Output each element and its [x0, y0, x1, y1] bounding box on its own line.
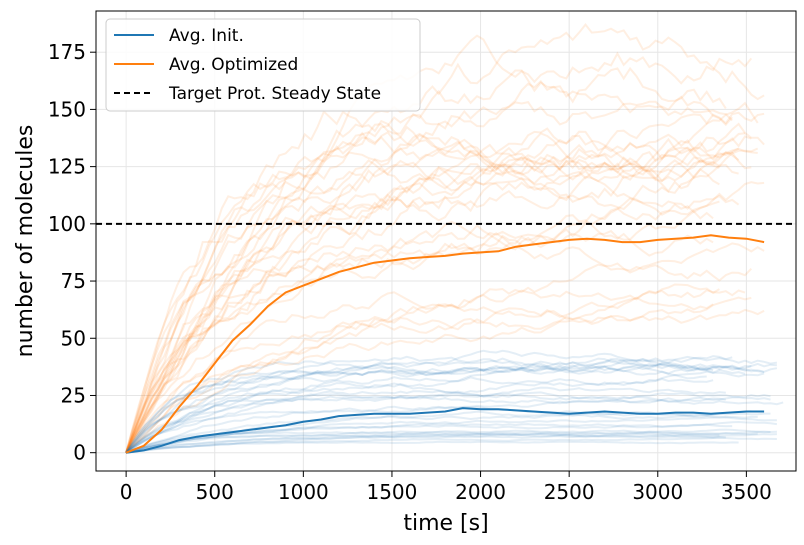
optimized-run-6 — [125, 101, 759, 454]
init-run-21 — [125, 396, 771, 454]
x-tick-label: 3000 — [632, 480, 683, 504]
y-tick-label: 0 — [73, 441, 86, 465]
y-tick-label: 150 — [48, 97, 86, 121]
init-run-6 — [125, 395, 726, 454]
legend-box — [105, 18, 421, 112]
optimized-run-29 — [125, 130, 740, 454]
init-run-20 — [125, 358, 765, 454]
optimized-run-25 — [125, 143, 720, 454]
y-ticks: 0 25 50 75 100 125 150 175 — [48, 40, 96, 465]
x-tick-label: 500 — [196, 480, 234, 504]
y-tick-label: 125 — [48, 155, 86, 179]
optimized-run-10 — [125, 163, 739, 454]
optimized-run-24 — [125, 169, 765, 454]
optimized-run-13 — [125, 242, 765, 454]
x-tick-label: 1500 — [366, 480, 417, 504]
optimized-run-14 — [125, 34, 753, 454]
init-run-8 — [125, 428, 771, 454]
init-run-7 — [125, 393, 784, 454]
y-tick-label: 100 — [48, 212, 86, 236]
optimized-run-11 — [125, 289, 746, 454]
x-ticks: 0 500 1000 1500 2000 2500 3000 3500 — [120, 471, 772, 504]
optimized-run-21 — [125, 308, 765, 454]
legend-label-target: Target Prot. Steady State — [168, 84, 381, 104]
init-run-27 — [125, 349, 778, 454]
init-run-23 — [125, 435, 726, 454]
optimized-run-22 — [125, 283, 720, 454]
init-run-28 — [125, 357, 714, 454]
init-run-2 — [125, 386, 726, 454]
init-run-5 — [125, 416, 777, 454]
y-tick-label: 50 — [61, 326, 86, 350]
x-tick-label: 1000 — [278, 480, 329, 504]
optimized-run-27 — [125, 100, 733, 453]
init-run-12 — [125, 436, 777, 454]
y-axis-label: number of molecules — [13, 125, 38, 358]
init-run-19 — [125, 413, 758, 454]
optimized-run-20 — [125, 296, 752, 454]
optimized-run-12 — [125, 135, 752, 454]
init-run-18 — [125, 361, 746, 454]
avg-optimized-line — [125, 234, 765, 454]
init-run-22 — [125, 378, 714, 454]
optimized-run-2 — [125, 138, 759, 454]
x-tick-label: 3500 — [721, 480, 772, 504]
legend-label-init: Avg. Init. — [169, 26, 244, 46]
optimized-run-9 — [125, 111, 765, 454]
x-tick-label: 2500 — [544, 480, 595, 504]
init-run-4 — [125, 391, 771, 454]
init-run-1 — [125, 420, 778, 454]
init-run-17 — [125, 355, 733, 454]
y-tick-label: 25 — [61, 383, 86, 407]
init-run-0 — [125, 430, 777, 454]
x-axis-label: time [s] — [403, 511, 488, 536]
init-run-16 — [125, 433, 777, 454]
optimized-run-23 — [125, 151, 740, 454]
optimized-run-5 — [125, 210, 714, 454]
init-run-24 — [125, 440, 739, 454]
init-run-13 — [125, 363, 778, 454]
optimized-run-15 — [125, 200, 720, 454]
init-run-15 — [125, 358, 777, 454]
optimized-run-17 — [125, 151, 752, 454]
legend-label-optimized: Avg. Optimized — [169, 55, 298, 75]
optimized-run-19 — [125, 22, 765, 453]
init-run-10 — [125, 374, 707, 454]
optimized-run-7 — [125, 214, 714, 454]
axes-frame — [95, 10, 797, 472]
optimized-run-3 — [125, 132, 720, 454]
avg-init-line — [125, 407, 765, 454]
optimized-run-0 — [125, 132, 746, 454]
x-tick-label: 2000 — [455, 480, 506, 504]
optimized-run-8 — [125, 242, 753, 454]
init-run-25 — [125, 355, 765, 454]
optimized-run-4 — [125, 66, 727, 454]
optimized-run-28 — [125, 194, 740, 454]
optimized-run-18 — [125, 69, 733, 454]
x-tick-label: 0 — [120, 480, 133, 504]
series-lines — [96, 222, 796, 454]
init-run-29 — [125, 430, 758, 454]
optimized-run-26 — [125, 122, 765, 453]
optimized-run-1 — [125, 133, 758, 453]
legend: Avg. Init. Avg. Optimized Target Prot. S… — [105, 18, 421, 112]
init-run-11 — [125, 422, 733, 454]
init-run-3 — [125, 364, 752, 454]
y-tick-label: 175 — [48, 40, 86, 64]
init-run-26 — [125, 432, 720, 454]
y-tick-label: 75 — [61, 269, 86, 293]
